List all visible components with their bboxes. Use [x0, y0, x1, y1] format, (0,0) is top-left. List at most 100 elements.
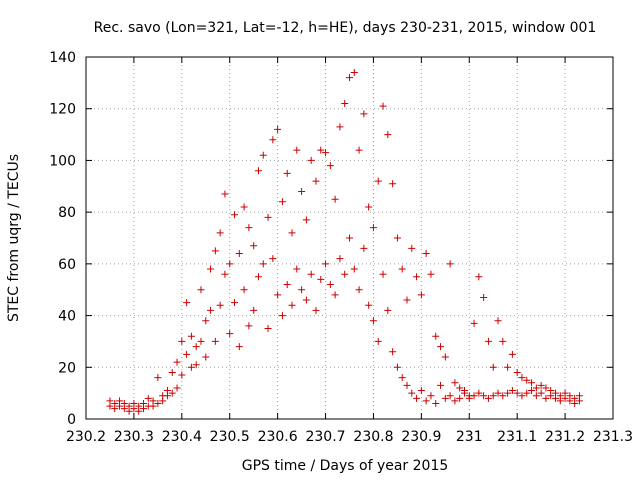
data-point	[552, 394, 560, 402]
data-point	[446, 392, 454, 400]
data-point	[293, 146, 301, 154]
data-point	[254, 273, 262, 281]
data-point	[379, 270, 387, 278]
data-point	[216, 301, 224, 309]
data-point	[532, 392, 540, 400]
data-point	[197, 286, 205, 294]
data-point	[456, 394, 464, 402]
data-point	[288, 301, 296, 309]
data-point	[336, 255, 344, 263]
data-point	[489, 363, 497, 371]
y-tick-label: 40	[58, 309, 76, 325]
x-tick-label: 230.8	[353, 429, 393, 445]
data-point	[518, 374, 526, 382]
y-tick-label: 20	[58, 360, 76, 376]
data-point	[365, 301, 373, 309]
data-point	[480, 392, 488, 400]
data-point	[537, 389, 545, 397]
data-point	[173, 358, 181, 366]
data-point	[144, 394, 152, 402]
data-point	[513, 368, 521, 376]
data-point	[326, 162, 334, 170]
x-tick-label: 231.3	[593, 429, 633, 445]
data-point	[341, 270, 349, 278]
data-point	[322, 260, 330, 268]
data-point	[518, 392, 526, 400]
data-point	[446, 260, 454, 268]
data-point	[197, 337, 205, 345]
data-point	[264, 325, 272, 332]
data-point	[542, 394, 550, 402]
data-point	[130, 405, 138, 413]
data-point	[173, 384, 181, 392]
data-point	[408, 389, 416, 397]
x-tick-label: 230.2	[66, 429, 106, 445]
data-point	[489, 392, 497, 400]
data-point	[480, 293, 488, 301]
data-point	[417, 387, 425, 395]
data-point	[245, 224, 253, 232]
data-point	[178, 371, 186, 379]
data-point	[250, 242, 258, 250]
data-point	[475, 273, 483, 281]
data-point	[441, 353, 449, 361]
data-point	[484, 394, 492, 402]
data-point	[269, 255, 277, 263]
y-tick-label: 60	[58, 257, 76, 273]
data-point	[403, 381, 411, 389]
data-point	[168, 389, 176, 397]
y-tick-label: 80	[58, 205, 76, 221]
data-point	[317, 275, 325, 283]
data-point	[532, 384, 540, 392]
data-point	[484, 337, 492, 345]
data-point	[346, 74, 353, 82]
data-point	[259, 260, 267, 268]
data-point	[547, 392, 555, 400]
data-point	[187, 363, 195, 371]
data-point	[259, 151, 267, 159]
data-point	[211, 337, 219, 345]
data-point	[437, 381, 445, 389]
data-point	[417, 291, 425, 299]
data-point	[283, 169, 291, 177]
data-point	[355, 286, 363, 294]
data-point	[135, 407, 143, 415]
data-point	[202, 353, 210, 361]
data-point	[350, 265, 358, 273]
data-point	[298, 286, 306, 294]
data-point	[235, 343, 243, 351]
data-point	[523, 389, 531, 397]
y-tick-labels: 0 20 40 60 80 100 120 140	[49, 50, 76, 428]
data-point	[221, 270, 229, 278]
data-point	[398, 374, 406, 382]
data-point	[159, 397, 167, 405]
data-point	[566, 397, 574, 405]
data-point	[427, 270, 435, 278]
data-point	[413, 394, 421, 402]
data-point	[106, 402, 114, 410]
data-point	[389, 348, 397, 356]
data-point	[245, 322, 253, 330]
data-point	[207, 265, 215, 273]
data-point	[264, 213, 272, 221]
data-points	[106, 69, 583, 415]
data-point	[235, 250, 243, 258]
data-point	[154, 399, 162, 407]
data-point	[307, 156, 315, 164]
data-point	[139, 405, 147, 413]
data-point	[456, 384, 464, 392]
data-point	[369, 224, 377, 232]
data-point	[125, 407, 133, 415]
data-point	[508, 350, 516, 358]
data-point	[465, 394, 473, 402]
data-point	[274, 291, 282, 299]
y-tick-label: 100	[49, 153, 76, 169]
data-point	[274, 125, 282, 133]
data-point	[470, 392, 478, 400]
data-point	[470, 319, 478, 327]
data-point	[211, 247, 219, 255]
data-point	[120, 405, 128, 413]
x-tick-label: 230.9	[401, 429, 441, 445]
data-point	[360, 110, 368, 118]
